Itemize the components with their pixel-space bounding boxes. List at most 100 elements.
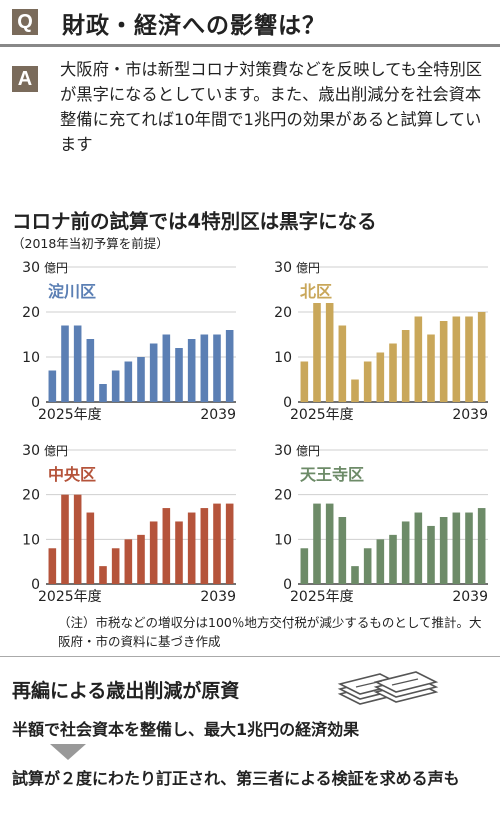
bar [149,343,158,402]
unit-label: 億円 [44,261,68,275]
bar [389,534,397,584]
bar [401,330,410,402]
bar [124,539,133,584]
x-tick-label: 2025年度 [290,589,354,605]
bar [61,325,69,402]
money-stack-icon [337,671,439,705]
bar [325,303,334,402]
x-tick-label: 2039 [452,407,488,423]
section-subtitle: （2018年当初予算を前提） [12,236,169,251]
answer-badge: A [12,66,38,92]
section-title: コロナ前の試算では4特別区は黒字になる [12,210,377,233]
bar [414,512,423,584]
bar [137,357,145,402]
down-arrow-icon [50,744,86,760]
y-tick-label: 20 [274,305,292,321]
y-tick-label: 20 [274,488,292,504]
bar [200,334,209,402]
bar [124,361,133,402]
y-tick-label: 30 [274,443,292,459]
chart-title: 淀川区 [48,282,96,301]
bar [439,321,448,402]
y-tick-label: 10 [274,532,292,548]
unit-label: 億円 [296,444,320,458]
bar [427,525,435,584]
bar [73,325,82,402]
y-tick-label: 30 [274,260,292,276]
bar [300,361,309,402]
y-tick-label: 0 [283,395,292,411]
answer-text: 大阪府・市は新型コロナ対策費などを反映しても全特別区が黒字になるとしています。ま… [60,60,483,154]
bar [99,566,107,584]
chart-title: 北区 [300,282,332,301]
bar [439,517,448,584]
bar [313,303,321,402]
bottom-divider [0,656,500,657]
bar [338,325,347,402]
chart-title: 天王寺区 [300,465,364,484]
bar [376,539,385,584]
y-tick-label: 30 [22,260,40,276]
bar [313,503,321,584]
bar [149,521,158,584]
bar [187,512,196,584]
bar [477,508,486,584]
bar [99,384,107,402]
unit-label: 億円 [296,261,320,275]
point-verification-demand: 試算が２度にわたり訂正され、第三者による検証を求める声も [12,769,460,788]
y-tick-label: 0 [31,395,40,411]
bar [213,334,221,402]
unit-label: 億円 [44,444,68,458]
y-tick-label: 10 [22,350,40,366]
question-title: 財政・経済への影響は？ [62,13,326,39]
bar [225,330,234,402]
y-tick-label: 10 [274,350,292,366]
bar [452,316,461,402]
bar [61,494,69,584]
bar [389,343,397,402]
bar [111,370,120,402]
bar [414,316,423,402]
y-tick-label: 0 [283,577,292,593]
y-tick-label: 20 [22,488,40,504]
bar [175,521,183,584]
bar [213,503,221,584]
bar [175,348,183,402]
x-tick-label: 2039 [200,589,236,605]
bar [465,316,473,402]
bar [162,334,171,402]
bar [376,352,385,402]
chart-title: 中央区 [48,465,96,484]
bar [86,512,95,584]
y-tick-label: 0 [31,577,40,593]
bar [452,512,461,584]
bar [338,517,347,584]
source-note: （注）市税などの増収分は100％地方交付税が減少するものとして推計。大阪府・市の… [58,615,482,649]
bar [200,508,209,584]
bar [48,548,57,584]
x-tick-label: 2025年度 [38,407,102,423]
x-tick-label: 2039 [452,589,488,605]
bar [351,379,359,402]
bar [325,503,334,584]
bar [187,339,196,402]
x-tick-label: 2039 [200,407,236,423]
bar [73,494,82,584]
bar [427,334,435,402]
x-tick-label: 2025年度 [38,589,102,605]
point-investment-effect: 半額で社会資本を整備し、最大1兆円の経済効果 [12,720,360,739]
bar [477,312,486,402]
bottom-title: 再編による歳出削減が原資 [12,680,240,702]
bar [111,548,120,584]
y-tick-label: 30 [22,443,40,459]
bar [86,339,95,402]
question-badge: Q [12,9,38,35]
bar [137,534,145,584]
y-tick-label: 20 [22,305,40,321]
bar [363,548,372,584]
